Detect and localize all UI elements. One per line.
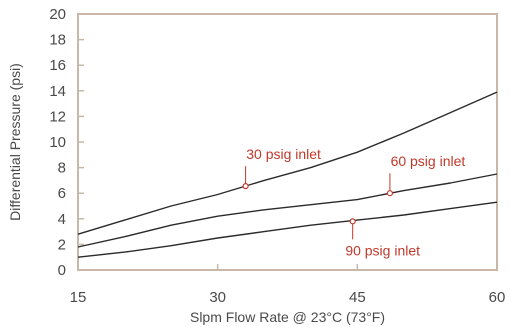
y-tick-label: 18: [49, 32, 66, 49]
annotations: 30 psig inlet 60 psig inlet 90 psig inlet: [242, 146, 466, 258]
series-line-3: [77, 201, 498, 258]
annotation-label: 60 psig inlet: [391, 153, 466, 169]
y-tick-label: 8: [58, 160, 66, 177]
x-tick-label: 60: [489, 289, 506, 306]
annotation-marker: [349, 218, 356, 225]
y-tick-label: 4: [58, 211, 66, 228]
annotation-marker: [386, 190, 394, 197]
y-tick-label: 2: [58, 236, 66, 253]
y-tick-label: 6: [58, 185, 66, 202]
y-tick-label: 0: [58, 262, 66, 279]
annotation-label: 90 psig inlet: [345, 242, 420, 258]
series-line-2: [77, 173, 498, 248]
axes: [77, 13, 498, 271]
y-axis-ticks: 0 2 4 6 8 10 12 14 16 18 20: [49, 6, 84, 279]
series-group: [77, 91, 498, 258]
x-axis-title: Slpm Flow Rate @ 23°C (73°F): [190, 309, 385, 325]
x-axis-ticks: 15 30 45 60: [70, 264, 506, 306]
y-tick-label: 20: [49, 6, 66, 23]
x-tick-label: 45: [349, 289, 366, 306]
y-tick-label: 12: [49, 108, 66, 125]
x-tick-label: 15: [70, 289, 87, 306]
series-line-1: [77, 91, 498, 235]
y-tick-label: 14: [49, 83, 66, 100]
annotation-label: 30 psig inlet: [246, 146, 321, 162]
annotation-marker: [242, 183, 249, 190]
y-axis-title: Differential Pressure (psi): [7, 63, 23, 221]
y-tick-label: 16: [49, 57, 66, 74]
x-tick-label: 30: [209, 289, 226, 306]
y-tick-label: 10: [49, 134, 66, 151]
plot-frame: [77, 13, 498, 271]
